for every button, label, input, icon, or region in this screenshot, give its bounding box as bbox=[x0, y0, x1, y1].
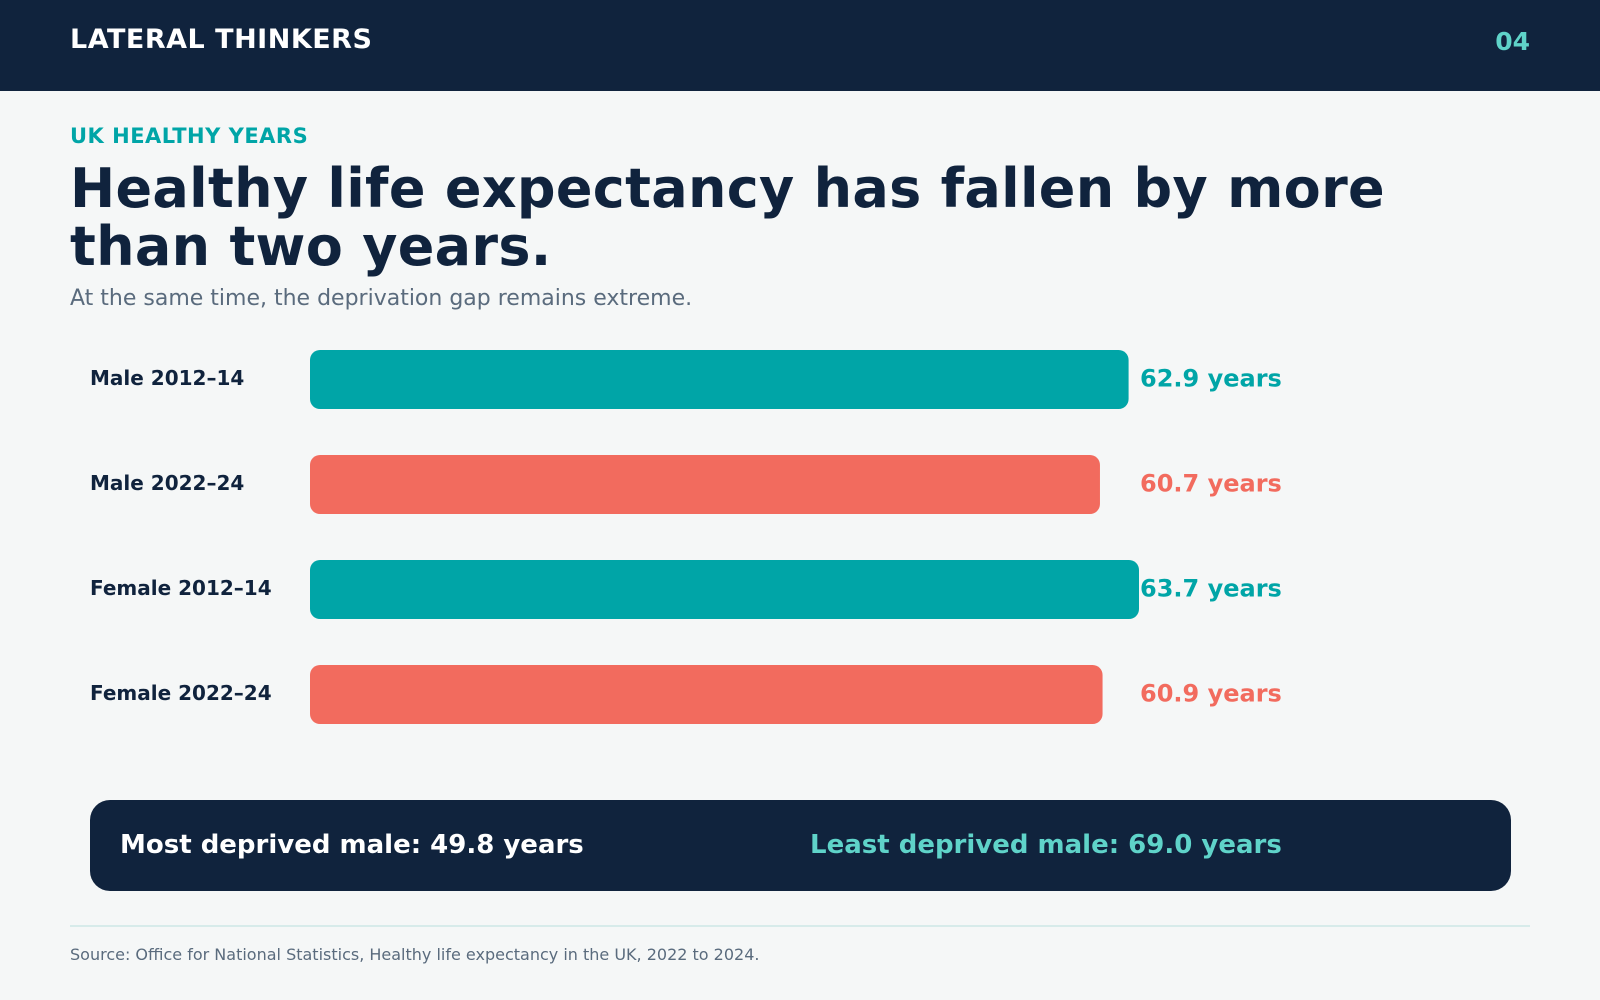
source-note: Source: Office for National Statistics, … bbox=[70, 945, 760, 964]
page-number: 04 bbox=[1495, 27, 1530, 56]
headline: Healthy life expectancy has fallen by mo… bbox=[70, 157, 1385, 278]
value-label: 60.9 years bbox=[1140, 680, 1282, 708]
bar bbox=[310, 350, 1129, 409]
category-label: Male 2022–24 bbox=[90, 471, 244, 495]
value-label: 62.9 years bbox=[1140, 365, 1282, 393]
divider bbox=[70, 925, 1530, 927]
category-label: Female 2012–14 bbox=[90, 576, 272, 600]
category-label: Male 2012–14 bbox=[90, 366, 244, 390]
bar bbox=[310, 560, 1139, 619]
bar bbox=[310, 455, 1100, 514]
brand-title: LATERAL THINKERS bbox=[70, 24, 373, 55]
eyebrow-label: UK HEALTHY YEARS bbox=[70, 124, 309, 148]
deprivation-callout: Most deprived male: 49.8 years Least dep… bbox=[90, 800, 1511, 891]
bar bbox=[310, 665, 1103, 724]
subhead: At the same time, the deprivation gap re… bbox=[70, 286, 693, 311]
header-bar: LATERAL THINKERS 04 bbox=[0, 0, 1600, 91]
callout-most-deprived: Most deprived male: 49.8 years bbox=[120, 830, 584, 860]
category-label: Female 2022–24 bbox=[90, 681, 272, 705]
value-label: 63.7 years bbox=[1140, 575, 1282, 603]
callout-least-deprived: Least deprived male: 69.0 years bbox=[810, 830, 1282, 860]
value-label: 60.7 years bbox=[1140, 470, 1282, 498]
